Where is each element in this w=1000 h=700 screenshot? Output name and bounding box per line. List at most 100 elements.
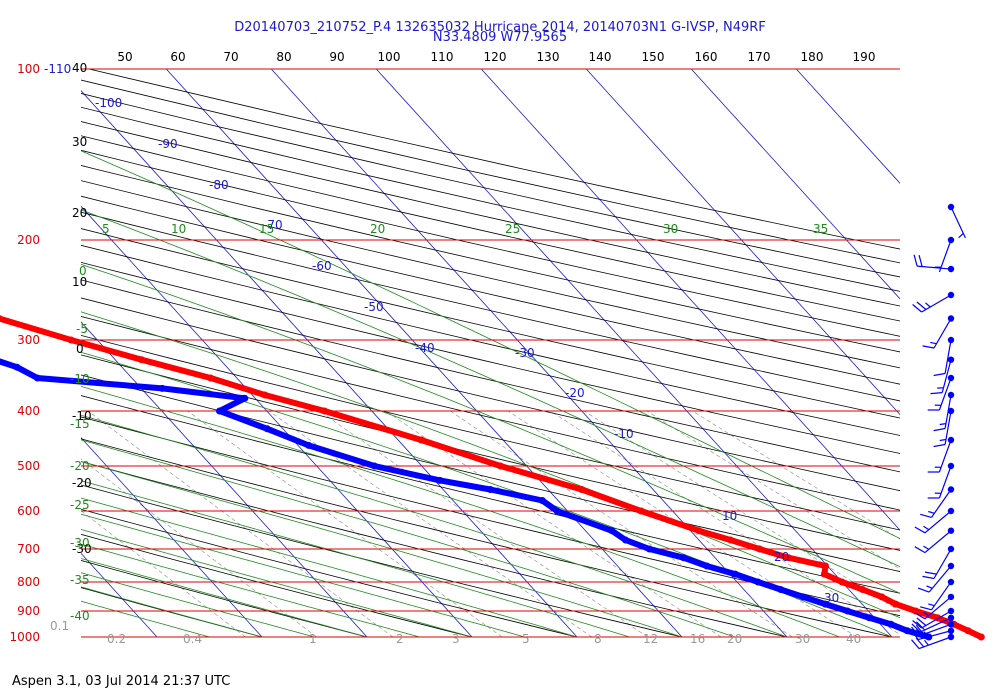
wind-barb-half-feather (928, 603, 935, 607)
isotherm-line (81, 437, 263, 637)
dry-adiabat-line (81, 316, 900, 511)
wind-barb-feather (915, 628, 924, 639)
wind-barb-staff (938, 439, 952, 473)
wind-barb-half-feather (923, 525, 930, 531)
dry-adiabat-line (81, 395, 900, 594)
wind-barb-station-dot (947, 407, 955, 415)
wind-barb-staff (924, 530, 952, 554)
dewpoint-point (865, 614, 873, 622)
dewpoint-point (843, 607, 851, 615)
wind-barb-station-dot (947, 236, 955, 244)
wind-barb-half-feather (930, 341, 937, 345)
moist-adiabat-line (81, 543, 420, 637)
isotherm-line (480, 69, 900, 531)
dewpoint-point (538, 497, 546, 504)
wind-barb (914, 527, 955, 554)
temperature-point (892, 600, 900, 608)
wind-barb-feather (920, 606, 932, 611)
mixing-ratio-label: 3 (452, 632, 460, 646)
dewpoint-point (680, 554, 687, 562)
wind-barb-station-dot (947, 462, 955, 470)
wind-barb (933, 407, 955, 448)
temperature-point (977, 633, 985, 641)
temperature-point (497, 462, 504, 470)
wind-barb-half-feather (923, 611, 930, 617)
top-axis-tick-label: 180 (801, 50, 824, 64)
isotherm-line (795, 69, 900, 184)
dry-adiabat-line (81, 354, 900, 551)
wind-barb (912, 607, 955, 629)
wind-barb-station-dot (947, 527, 955, 534)
wind-barb-feather (922, 575, 935, 580)
wind-barb (913, 254, 955, 273)
moist-adiabat-line (81, 209, 900, 568)
pressure-tick-label: 200 (17, 233, 40, 247)
isotherm-label: -80 (209, 178, 229, 192)
dewpoint-point (777, 586, 785, 593)
wind-barb-station-dot (947, 336, 955, 344)
wind-barb-feather (912, 304, 922, 313)
dry-adiabat-label: 20 (72, 206, 87, 220)
wind-barb-half-feather (925, 302, 931, 308)
dewpoint-point (887, 620, 895, 628)
wind-barb-feather (911, 626, 920, 637)
dewpoint-point (33, 374, 41, 382)
dewpoint-point (436, 476, 444, 484)
dewpoint-point (158, 384, 166, 392)
moist-adiabat-line (81, 497, 578, 637)
wind-barb-feather (914, 526, 926, 534)
mixing-ratio-line (187, 410, 503, 637)
wind-barb (912, 291, 955, 313)
temperature-point (859, 586, 867, 593)
wind-barb-station-dot (947, 621, 955, 628)
wind-barb-feather (933, 372, 946, 377)
moist-adiabat-label: 30 (663, 222, 678, 236)
isotherm-line (585, 69, 900, 416)
moist-adiabat-label: 25 (505, 222, 520, 236)
wind-barb-staff (921, 610, 952, 629)
dewpoint-point (731, 570, 739, 578)
dry-adiabat-line (81, 334, 900, 531)
isotherm-label: 30 (824, 591, 839, 605)
temperature-point (67, 336, 75, 344)
mixing-ratio-line (87, 410, 394, 637)
dewpoint-point (645, 545, 653, 553)
wind-barb-staff (928, 565, 952, 593)
pressure-tick-label: 600 (17, 504, 40, 518)
wind-barb-station-dot (947, 562, 955, 570)
wind-barb-staff (931, 489, 952, 518)
dry-adiabat-line (81, 461, 788, 637)
wind-barb-station-dot (947, 265, 955, 273)
wind-barb-station-dot (947, 436, 955, 444)
wind-barb-station-dot (947, 607, 955, 615)
isotherm-label: 20 (774, 550, 789, 564)
top-axis-tick-label: 150 (642, 50, 665, 64)
wind-barb-feather (911, 623, 921, 633)
moist-adiabat-label: 15 (259, 222, 274, 236)
moist-adiabat-label: -15 (70, 417, 90, 431)
isotherm-line (81, 205, 473, 637)
dry-adiabat-line (81, 244, 900, 436)
moist-adiabat-label: -40 (70, 609, 90, 623)
wind-barb-feather (922, 345, 935, 349)
dry-adiabat-line (81, 438, 893, 637)
isotherm-label: -70 (263, 218, 283, 232)
isotherm-label: -60 (312, 259, 332, 273)
wind-barb-feather (910, 629, 919, 640)
wind-barb-feather (913, 254, 918, 267)
wind-barb (927, 374, 955, 411)
moist-adiabat-line (81, 586, 263, 637)
mixing-ratio-label: 40 (846, 632, 861, 646)
top-axis-tick-label: 190 (853, 50, 876, 64)
dry-adiabat-line (81, 587, 263, 637)
wind-barb-staff (924, 596, 952, 620)
wind-barb-staff (938, 239, 952, 273)
wind-barb-station-dot (947, 315, 955, 322)
wind-barb (914, 507, 955, 534)
top-axis-tick-label: 160 (695, 50, 718, 64)
wind-barb-staff (917, 265, 952, 270)
dewpoint-point (608, 527, 616, 535)
dewpoint-point (13, 363, 21, 371)
dewpoint-point (486, 486, 494, 493)
